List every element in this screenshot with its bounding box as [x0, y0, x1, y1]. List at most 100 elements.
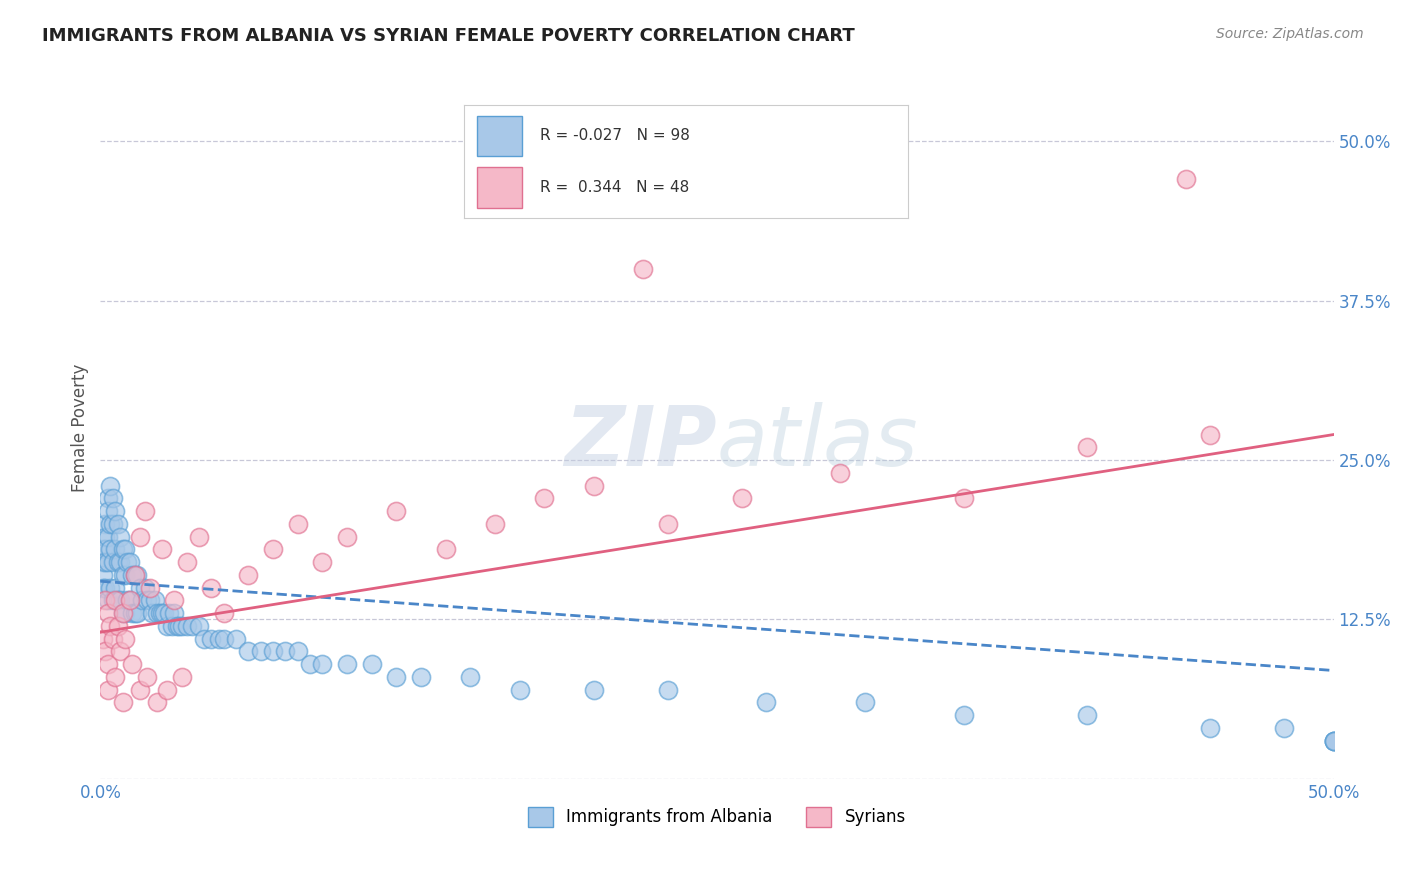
Point — [127, 567, 149, 582]
Text: IMMIGRANTS FROM ALBANIA VS SYRIAN FEMALE POVERTY CORRELATION CHART: IMMIGRANTS FROM ALBANIA VS SYRIAN FEMALE… — [42, 27, 855, 45]
Point — [128, 682, 150, 697]
Text: ZIP: ZIP — [564, 401, 717, 483]
Point — [111, 606, 134, 620]
Point — [156, 682, 179, 697]
Point — [180, 619, 202, 633]
Point — [98, 478, 121, 492]
Point — [108, 644, 131, 658]
Point — [138, 581, 160, 595]
Point — [114, 632, 136, 646]
Point — [160, 619, 183, 633]
Point — [101, 593, 124, 607]
Point — [200, 581, 222, 595]
Point — [952, 708, 974, 723]
Point — [111, 606, 134, 620]
Point — [238, 567, 260, 582]
Point — [385, 504, 408, 518]
Point — [134, 581, 156, 595]
Point — [657, 516, 679, 531]
Point — [97, 593, 120, 607]
Point — [150, 606, 173, 620]
Point — [107, 555, 129, 569]
Point — [1199, 721, 1222, 735]
Point — [1322, 733, 1344, 747]
Point — [631, 261, 654, 276]
Point — [193, 632, 215, 646]
Point — [170, 670, 193, 684]
Point — [176, 555, 198, 569]
Point — [101, 491, 124, 506]
Point — [91, 567, 114, 582]
Point — [146, 606, 169, 620]
Point — [101, 555, 124, 569]
Point — [208, 632, 231, 646]
Point — [1322, 733, 1344, 747]
Point — [127, 606, 149, 620]
Point — [124, 567, 146, 582]
Point — [1199, 427, 1222, 442]
Point — [94, 593, 117, 607]
Point — [94, 555, 117, 569]
Point — [150, 542, 173, 557]
Point — [188, 619, 211, 633]
Point — [114, 542, 136, 557]
Point — [134, 504, 156, 518]
Point — [104, 504, 127, 518]
Point — [484, 516, 506, 531]
Point — [163, 593, 186, 607]
Point — [121, 657, 143, 672]
Point — [170, 619, 193, 633]
Point — [409, 670, 432, 684]
Point — [153, 606, 176, 620]
Point — [124, 567, 146, 582]
Point — [97, 504, 120, 518]
Point — [657, 682, 679, 697]
Point — [97, 682, 120, 697]
Point — [238, 644, 260, 658]
Point — [200, 632, 222, 646]
Point — [298, 657, 321, 672]
Point — [94, 542, 117, 557]
Point — [121, 567, 143, 582]
Point — [1322, 733, 1344, 747]
Point — [274, 644, 297, 658]
Point — [108, 555, 131, 569]
Point — [458, 670, 481, 684]
Point — [434, 542, 457, 557]
Point — [98, 581, 121, 595]
Text: atlas: atlas — [717, 401, 918, 483]
Legend: Immigrants from Albania, Syrians: Immigrants from Albania, Syrians — [522, 800, 912, 834]
Point — [117, 593, 139, 607]
Point — [176, 619, 198, 633]
Point — [755, 695, 778, 709]
Point — [104, 542, 127, 557]
Point — [97, 555, 120, 569]
Point — [262, 542, 284, 557]
Point — [188, 530, 211, 544]
Point — [509, 682, 531, 697]
Point — [108, 593, 131, 607]
Point — [311, 555, 333, 569]
Point — [138, 593, 160, 607]
Point — [830, 466, 852, 480]
Point — [94, 516, 117, 531]
Point — [97, 491, 120, 506]
Point — [262, 644, 284, 658]
Point — [336, 530, 359, 544]
Point — [107, 619, 129, 633]
Point — [582, 682, 605, 697]
Point — [853, 695, 876, 709]
Point — [98, 516, 121, 531]
Point — [169, 619, 191, 633]
Point — [148, 606, 170, 620]
Point — [111, 695, 134, 709]
Point — [1076, 708, 1098, 723]
Point — [91, 542, 114, 557]
Point — [136, 670, 159, 684]
Point — [1076, 440, 1098, 454]
Point — [104, 593, 127, 607]
Point — [101, 516, 124, 531]
Point — [249, 644, 271, 658]
Point — [156, 619, 179, 633]
Point — [98, 619, 121, 633]
